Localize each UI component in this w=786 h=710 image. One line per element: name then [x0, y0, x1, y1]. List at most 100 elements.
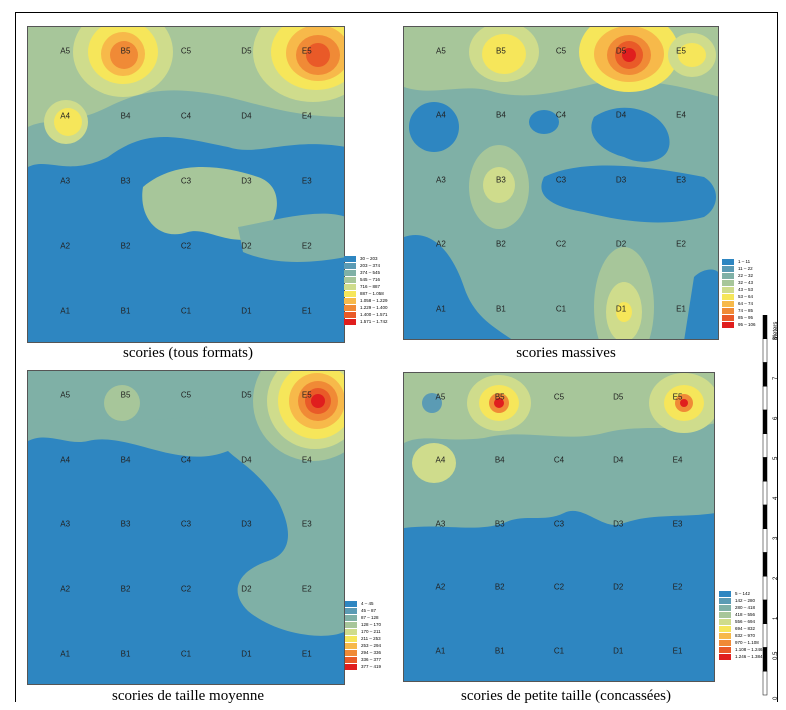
map-panel-petite-taille [403, 372, 715, 682]
legend-row: 170 – 211 [345, 628, 381, 635]
legend-row: 64 – 74 [722, 300, 756, 307]
grid-cell-label: A1 [435, 646, 446, 656]
grid-cell-label: D2 [241, 584, 252, 594]
legend-swatch [344, 297, 356, 304]
legend-swatch [719, 597, 731, 604]
legend-label: 374 – 545 [360, 270, 381, 275]
grid-cell-label: B5 [494, 392, 505, 402]
grid-cell-label: D2 [613, 582, 624, 592]
grid-cell-label: C1 [180, 306, 192, 316]
grid-cell-label: A3 [436, 175, 446, 185]
legend-label: 22 – 32 [738, 273, 754, 278]
grid-cell-label: C5 [180, 390, 192, 400]
legend-label: 1.400 – 1.571 [360, 312, 388, 317]
figure-frame [15, 12, 778, 702]
grid-cell-label: A1 [60, 649, 71, 658]
grid-cell-label: C3 [180, 176, 192, 186]
grid-cell-label: D2 [615, 239, 627, 249]
scale-tick-label: 3 [773, 536, 779, 540]
legend-swatch [345, 642, 357, 649]
legend-row: 253 – 294 [345, 642, 381, 649]
legend-row: 1.246 – 1.384 [719, 653, 763, 660]
scale-segment [762, 599, 768, 624]
legend-swatch [345, 663, 357, 670]
scale-segment [762, 504, 768, 529]
legend-row: 294 – 336 [345, 649, 381, 656]
legend-swatch [344, 255, 356, 262]
scale-bar [760, 314, 770, 705]
legend-row: 95 – 106 [722, 321, 756, 328]
grid-cell-label: A2 [60, 241, 71, 251]
legend-row: 716 – 887 [344, 283, 388, 290]
legend-row: 128 – 170 [345, 621, 381, 628]
legend-label: 64 – 74 [738, 301, 754, 306]
heatmap-taille-moyenne [28, 371, 344, 684]
grid-cell-label: B4 [496, 110, 506, 120]
legend-label: 694 – 832 [735, 626, 756, 631]
grid-cell-label: C5 [555, 46, 567, 56]
legend-swatch [345, 656, 357, 663]
legend-swatch [722, 286, 734, 293]
scale-tick-label: 5 [773, 456, 779, 460]
grid-cell-label: D3 [613, 519, 624, 529]
scale-segment [762, 481, 768, 506]
scale-tick-label: 8 [773, 336, 779, 340]
legend-swatch [345, 600, 357, 607]
grid-cell-label: B3 [496, 175, 506, 185]
grid-cell-label: E3 [301, 176, 312, 186]
legend-swatch [344, 276, 356, 283]
grid-cell-label: E2 [672, 582, 683, 592]
legend-massives: 1 – 11 11 – 22 22 – 32 32 – 43 43 – 53 53 – 6… [722, 258, 756, 328]
grid-cell-label: A2 [436, 239, 446, 249]
heatmap-massives [404, 27, 718, 339]
legend-row: 142 – 280 [719, 597, 763, 604]
grid-cell-label: D5 [241, 46, 252, 56]
legend-swatch [345, 649, 357, 656]
legend-row: 374 – 545 [344, 269, 388, 276]
grid-cell-label: A3 [60, 176, 71, 186]
legend-row: 11 – 22 [722, 265, 756, 272]
legend-row: 22 – 32 [722, 272, 756, 279]
grid-cell-label: C2 [180, 584, 192, 594]
caption-petite-taille: scories de petite taille (concassées) [461, 688, 671, 704]
legend-label: 1 – 11 [738, 259, 751, 264]
grid-cell-label: A4 [60, 111, 71, 121]
grid-cell-label: A3 [435, 519, 446, 529]
legend-label: 280 – 418 [735, 605, 756, 610]
grid-cell-label: A1 [436, 304, 446, 314]
grid-cell-label: D4 [615, 110, 627, 120]
grid-cell-label: A5 [435, 392, 446, 402]
grid-cell-label: C3 [180, 519, 192, 529]
legend-label: 95 – 106 [738, 322, 756, 327]
grid-cell-label: D5 [613, 392, 624, 402]
map-panel-taille-moyenne [27, 370, 345, 685]
legend-label: 970 – 1.108 [735, 640, 759, 645]
legend-label: 30 – 203 [360, 256, 378, 261]
legend-row: 832 – 970 [719, 632, 763, 639]
legend-petite-taille: 5 – 142 142 – 280 280 – 418 418 – 556 556 – … [719, 590, 763, 660]
grid-cell-label: B4 [494, 455, 505, 465]
legend-row: 1.571 – 1.742 [344, 318, 388, 325]
legend-swatch [344, 262, 356, 269]
grid-cell-label: C1 [180, 649, 192, 658]
map-panel-massives [403, 26, 719, 340]
legend-swatch [344, 318, 356, 325]
grid-cell-label: B3 [120, 519, 131, 529]
grid-cell-label: D1 [613, 646, 624, 656]
grid-cell-label: D4 [613, 455, 624, 465]
legend-swatch [719, 653, 731, 660]
legend-swatch [345, 635, 357, 642]
grid-cell-label: D5 [241, 390, 252, 400]
heatmap-petite-taille [404, 373, 714, 681]
grid-cell-label: E4 [301, 111, 312, 121]
legend-swatch [719, 590, 731, 597]
legend-row: 87 – 128 [345, 614, 381, 621]
grid-cell-label: A4 [436, 110, 446, 120]
grid-cell-label: A4 [435, 455, 446, 465]
legend-row: 694 – 832 [719, 625, 763, 632]
legend-row: 43 – 53 [722, 286, 756, 293]
grid-cell-label: D2 [241, 241, 252, 251]
legend-tous-formats: 30 – 203 203 – 374 374 – 545 545 – 716 716 –… [344, 255, 388, 325]
grid-cell-label: E2 [301, 241, 312, 251]
grid-cell-label: C1 [555, 304, 567, 314]
